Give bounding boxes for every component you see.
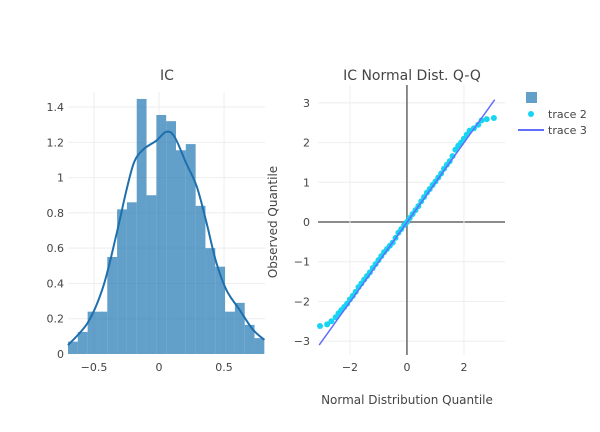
histogram-bar	[225, 311, 235, 354]
qq-y-axis-label: Observed Quantile	[266, 166, 280, 278]
qq-x-axis-label: Normal Distribution Quantile	[321, 393, 493, 407]
y-tick-label: −3	[294, 335, 310, 348]
qq-point	[490, 114, 497, 121]
histogram-bar	[175, 150, 186, 354]
y-tick-label: 0.8	[47, 207, 65, 220]
histogram-bar	[166, 121, 176, 354]
histogram-bar	[205, 248, 216, 354]
histogram-bar	[117, 209, 127, 354]
histogram-bar	[234, 302, 245, 354]
y-tick-label: 0.2	[47, 313, 65, 326]
legend-trace3-label[interactable]: trace 3	[548, 124, 587, 137]
histogram-bar	[97, 311, 108, 354]
y-tick-label: 0	[57, 348, 64, 361]
qq-point	[483, 116, 490, 123]
histogram-bar	[77, 331, 88, 354]
y-tick-label: 1.2	[47, 136, 65, 149]
qq-subplot: IC Normal Dist. Q-Q Normal Distribution …	[266, 68, 505, 407]
y-tick-label: 1.4	[47, 101, 65, 114]
histogram-bar	[146, 195, 157, 354]
histogram-bar	[195, 205, 206, 354]
histogram-bar	[244, 324, 255, 354]
y-tick-label: 0	[303, 216, 310, 229]
legend-trace2-marker-icon[interactable]	[528, 111, 534, 117]
legend-histogram-swatch[interactable]	[526, 92, 537, 103]
qq-title: IC Normal Dist. Q-Q	[343, 68, 481, 84]
qq-point	[475, 121, 482, 128]
qq-reference-line	[318, 99, 496, 346]
x-tick-label: −0.5	[81, 361, 108, 374]
kde-curve	[67, 130, 266, 346]
x-tick-label: 0	[156, 361, 163, 374]
y-tick-label: 2	[303, 137, 310, 150]
histogram-subplot: IC 0 0.2 0.4 0.6 0.8 1 1.2 1.4 −0.5 0 0.5	[47, 68, 266, 374]
x-tick-label: 0	[403, 361, 410, 374]
histogram-bar	[136, 98, 147, 354]
qq-point	[328, 318, 335, 325]
qq-point	[352, 288, 359, 295]
histogram-bar	[185, 144, 196, 354]
histogram-title: IC	[160, 68, 174, 84]
x-tick-label: −2	[342, 361, 358, 374]
qq-point	[316, 323, 323, 330]
x-tick-label: 2	[460, 361, 467, 374]
qq-point	[344, 300, 351, 307]
histogram-bar	[68, 341, 78, 354]
y-tick-label: 0.6	[47, 242, 65, 255]
histogram-bar	[215, 266, 226, 354]
histogram-bar	[126, 202, 137, 354]
y-tick-label: 3	[303, 97, 310, 110]
y-tick-label: −2	[294, 295, 310, 308]
y-tick-label: −1	[294, 256, 310, 269]
y-tick-label: 1	[57, 172, 64, 185]
histogram-bar	[156, 114, 167, 354]
x-tick-label: 0.5	[215, 361, 233, 374]
y-tick-label: 0.4	[47, 277, 65, 290]
histogram-bar	[107, 256, 118, 354]
histogram-bar	[87, 311, 98, 354]
histogram-bar	[254, 338, 265, 354]
y-tick-label: 1	[303, 176, 310, 189]
legend[interactable]: trace 2 trace 3	[518, 92, 587, 137]
qq-point	[324, 321, 331, 328]
legend-trace2-label[interactable]: trace 2	[548, 108, 587, 121]
